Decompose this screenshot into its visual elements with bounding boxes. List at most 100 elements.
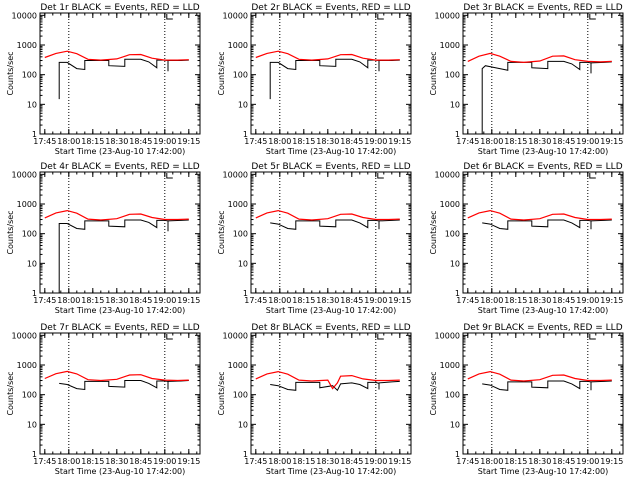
y-tick-label: 10: [450, 420, 460, 429]
det-panel-4: Det 4r BLACK = Events, RED = LLD 1 10 100 10…: [6, 162, 201, 315]
y-tick-label: 1000: [17, 361, 37, 370]
y-axis-label: Counts/sec: [217, 210, 226, 254]
marker-bracket: [166, 334, 173, 340]
x-tick-label: 17:45: [33, 137, 56, 146]
y-tick-label: 10: [27, 420, 37, 429]
x-tick-label: 19:00: [576, 137, 599, 146]
x-tick-label: 19:00: [364, 457, 387, 466]
y-tick-label: 1000: [17, 200, 37, 209]
y-tick-label: 10000: [12, 11, 37, 20]
y-tick-label: 100: [445, 391, 460, 400]
series-lld: [44, 370, 189, 382]
y-tick-label: 1: [32, 289, 37, 298]
x-tick-label: 19:00: [364, 296, 387, 305]
y-tick-label: 10: [27, 100, 37, 109]
x-tick-label: 18:15: [81, 457, 104, 466]
series-events: [269, 58, 400, 100]
marker-bracket: [589, 173, 596, 179]
x-tick-label: 18:00: [268, 457, 291, 466]
series-events: [58, 58, 189, 100]
x-tick-label: 19:00: [576, 296, 599, 305]
x-tick-label: 18:15: [292, 137, 315, 146]
series-events: [482, 380, 612, 391]
y-axis-label: Counts/sec: [6, 51, 15, 95]
plot-title: Det 5r BLACK = Events, RED = LLD: [251, 162, 410, 172]
x-tick-label: 17:45: [244, 296, 267, 305]
x-tick-label: 18:30: [105, 296, 128, 305]
x-axis-label: Start Time (23-Aug-10 17:42:00): [478, 147, 609, 156]
plot-title: Det 8r BLACK = Events, RED = LLD: [251, 323, 410, 333]
x-tick-label: 18:15: [504, 137, 527, 146]
series-lld: [255, 209, 400, 221]
plot-title: Det 1r BLACK = Events, RED = LLD: [40, 3, 199, 13]
x-tick-label: 17:45: [33, 457, 56, 466]
y-tick-label: 100: [445, 230, 460, 239]
plot-frame: [39, 332, 201, 455]
y-tick-label: 1000: [228, 361, 248, 370]
x-axis-label: Start Time (23-Aug-10 17:42:00): [266, 467, 397, 476]
x-axis-label: Start Time (23-Aug-10 17:42:00): [55, 306, 186, 315]
y-tick-label: 1000: [440, 200, 460, 209]
x-tick-label: 19:15: [600, 296, 623, 305]
marker-bracket: [377, 173, 384, 179]
det-panel-9: Det 9r BLACK = Events, RED = LLD 1 10 100 10…: [429, 323, 624, 476]
y-tick-label: 1000: [228, 200, 248, 209]
x-tick-label: 18:00: [57, 137, 80, 146]
y-tick-label: 100: [22, 230, 37, 239]
y-tick-label: 10000: [223, 11, 248, 20]
marker-bracket: [589, 334, 596, 340]
x-tick-label: 17:45: [456, 457, 479, 466]
x-tick-label: 18:15: [292, 457, 315, 466]
series-events: [58, 219, 189, 293]
x-tick-label: 18:45: [340, 137, 363, 146]
x-tick-label: 18:00: [268, 137, 291, 146]
det-panel-1: Det 1r BLACK = Events, RED = LLD 1 10 100 10…: [6, 3, 201, 156]
y-tick-label: 100: [233, 391, 248, 400]
marker-bracket: [377, 334, 384, 340]
y-tick-label: 10: [238, 420, 248, 429]
y-tick-label: 1000: [440, 41, 460, 50]
y-tick-label: 1: [32, 450, 37, 459]
y-tick-label: 10000: [223, 170, 248, 179]
x-tick-label: 19:15: [388, 296, 411, 305]
y-tick-label: 1: [243, 130, 248, 139]
x-axis-label: Start Time (23-Aug-10 17:42:00): [55, 467, 186, 476]
det-panel-7: Det 7r BLACK = Events, RED = LLD 1 10 100 10…: [6, 323, 201, 476]
x-axis-label: Start Time (23-Aug-10 17:42:00): [478, 467, 609, 476]
plot-frame: [250, 12, 412, 135]
y-axis-label: Counts/sec: [217, 371, 226, 415]
x-tick-label: 18:30: [528, 137, 551, 146]
marker-bracket: [377, 14, 384, 20]
x-tick-label: 19:15: [388, 137, 411, 146]
y-tick-label: 10: [450, 259, 460, 268]
x-tick-label: 18:45: [129, 457, 152, 466]
x-tick-label: 19:15: [177, 296, 200, 305]
plot-frame: [39, 12, 201, 135]
x-tick-label: 18:30: [105, 137, 128, 146]
series-lld: [467, 52, 612, 64]
x-tick-label: 18:45: [129, 137, 152, 146]
x-tick-label: 18:15: [504, 457, 527, 466]
y-tick-label: 1: [455, 289, 460, 298]
x-tick-label: 18:45: [340, 296, 363, 305]
y-tick-label: 1000: [228, 41, 248, 50]
x-tick-label: 18:30: [316, 457, 339, 466]
y-tick-label: 10000: [12, 170, 37, 179]
series-lld: [44, 209, 189, 221]
marker-bracket: [589, 14, 596, 20]
plot-title: Det 6r BLACK = Events, RED = LLD: [463, 162, 622, 172]
marker-bracket: [166, 14, 173, 20]
y-axis-label: Counts/sec: [429, 371, 438, 415]
x-tick-label: 18:00: [57, 457, 80, 466]
x-axis-label: Start Time (23-Aug-10 17:42:00): [55, 147, 186, 156]
plot-frame: [462, 332, 624, 455]
x-axis-label: Start Time (23-Aug-10 17:42:00): [478, 306, 609, 315]
y-tick-label: 1: [243, 289, 248, 298]
x-tick-label: 18:45: [129, 296, 152, 305]
series-events: [482, 219, 612, 230]
x-tick-label: 19:00: [153, 137, 176, 146]
plot-frame: [39, 171, 201, 294]
x-tick-label: 17:45: [456, 137, 479, 146]
